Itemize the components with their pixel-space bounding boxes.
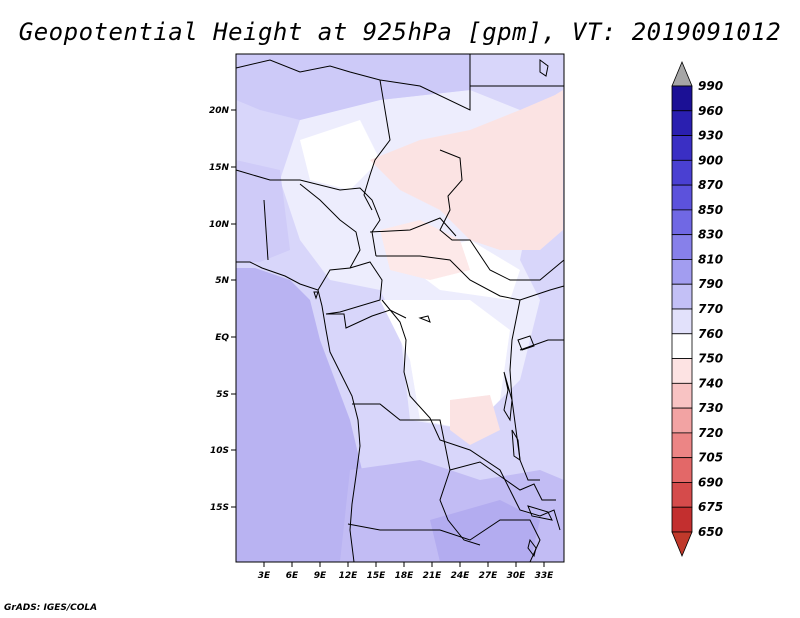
lon-label: 3E (258, 571, 271, 581)
lon-label: 6E (286, 571, 299, 581)
lon-label: 12E (339, 571, 359, 581)
axis-ticks (231, 109, 545, 567)
grads-credit: GrADS: IGES/COLA (4, 603, 98, 613)
lat-label: 5N (215, 276, 229, 286)
colorbar-box (671, 457, 693, 483)
colorbar-box (671, 506, 693, 533)
colorbar-box (671, 333, 693, 359)
colorbar-level-label: 930 (698, 129, 723, 143)
lon-label: 27E (479, 571, 499, 581)
colorbar-level-label: 730 (698, 401, 723, 415)
lon-label: 21E (423, 571, 443, 581)
country-borders (235, 54, 565, 563)
lon-label: 9E (314, 571, 327, 581)
colorbar-box (671, 209, 693, 236)
colorbar-box (671, 85, 693, 112)
colorbar-box (671, 234, 693, 260)
colorbar-box (671, 159, 693, 186)
colorbar-box (671, 259, 693, 285)
colorbar-bottom-arrow (671, 531, 693, 558)
colorbar: 990 960 930 900 870 850 830 810 790 770 760 750 740 7… (671, 60, 723, 558)
colorbar-box (671, 482, 693, 508)
lat-label: 10N (209, 220, 230, 230)
colorbar-level-label: 960 (698, 104, 723, 118)
colorbar-box (671, 358, 693, 384)
colorbar-box (671, 135, 693, 161)
chart-title: Geopotential Height at 925hPa [gpm], VT:… (18, 18, 782, 46)
colorbar-box (671, 110, 693, 136)
colorbar-level-label: 750 (698, 352, 723, 366)
colorbar-box (671, 432, 693, 459)
height-field (236, 54, 564, 562)
colorbar-level-label: 900 (698, 153, 723, 167)
colorbar-top-arrow (671, 60, 693, 87)
colorbar-level-label: 760 (698, 327, 723, 341)
map-frame (235, 53, 565, 563)
colorbar-level-label: 705 (698, 451, 723, 465)
colorbar-level-label: 990 (698, 79, 723, 93)
colorbar-level-label: 850 (698, 203, 723, 217)
colorbar-level-label: 690 (698, 475, 723, 489)
lat-label: 15N (209, 163, 230, 173)
colorbar-level-label: 790 (698, 277, 723, 291)
colorbar-level-label: 830 (698, 228, 723, 242)
lon-label: 30E (507, 571, 527, 581)
lon-label: 33E (535, 571, 555, 581)
lon-label: 15E (367, 571, 387, 581)
colorbar-level-label: 675 (698, 500, 723, 514)
colorbar-box (671, 308, 693, 335)
colorbar-box (671, 407, 693, 434)
colorbar-level-label: 870 (698, 178, 723, 192)
colorbar-level-label: 770 (698, 302, 723, 316)
lat-label: 15S (210, 503, 229, 513)
colorbar-level-label: 740 (698, 376, 723, 390)
colorbar-level-label: 720 (698, 426, 723, 440)
lat-label: 5S (216, 390, 229, 400)
colorbar-level-label: 650 (698, 525, 723, 539)
lat-label: EQ (215, 333, 229, 343)
colorbar-box (671, 184, 693, 211)
colorbar-level-label: 810 (698, 252, 723, 266)
lat-label: 10S (210, 446, 229, 456)
lon-label: 18E (395, 571, 415, 581)
colorbar-box (671, 382, 693, 409)
colorbar-box (671, 283, 693, 310)
lat-label: 20N (209, 106, 230, 116)
lon-label: 24E (451, 571, 471, 581)
